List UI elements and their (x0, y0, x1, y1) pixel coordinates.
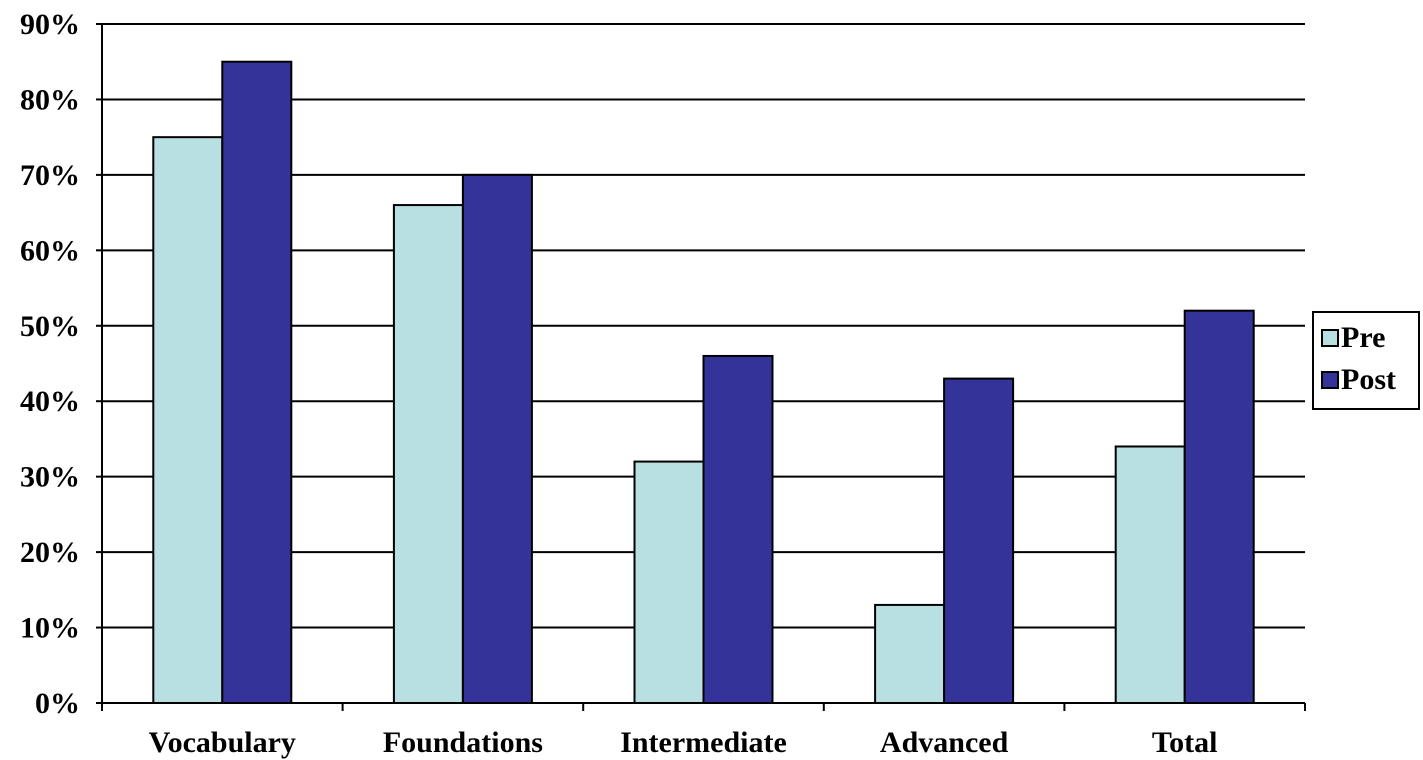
legend: Pre Post (1312, 311, 1420, 410)
y-tick-label: 20% (20, 536, 80, 569)
y-tick-label: 90% (20, 8, 80, 41)
x-category-label: Advanced (880, 726, 1009, 759)
y-tick-label: 10% (20, 612, 80, 645)
legend-swatch-post (1321, 371, 1339, 389)
bars (152, 60, 1255, 705)
y-tick-label: 80% (20, 83, 80, 116)
gridlines (102, 23, 1305, 629)
bar-post-total (1183, 309, 1255, 704)
legend-label-post: Post (1341, 363, 1396, 396)
y-tick-label: 70% (20, 159, 80, 192)
bar-pre-foundations (392, 204, 464, 704)
bar-post-intermediate (702, 354, 774, 704)
legend-box (1312, 311, 1420, 410)
bar-pre-total (1114, 445, 1186, 704)
y-axis-tick-labels: 0% 10% 20% 30% 40% 50% 60% 70% 80% 90% (20, 8, 80, 720)
bar-post-vocabulary (221, 60, 293, 704)
bar-pre-intermediate (633, 460, 705, 705)
bar-post-advanced (943, 377, 1015, 704)
bar-pre-advanced (874, 603, 946, 705)
x-category-label: Total (1152, 726, 1218, 759)
y-tick-label: 50% (20, 310, 80, 343)
axes (96, 23, 1306, 711)
y-tick-label: 30% (20, 461, 80, 494)
legend-swatch-pre (1321, 329, 1339, 347)
bar-pre-vocabulary (152, 136, 224, 704)
x-axis-category-labels: Vocabulary Foundations Intermediate Advance… (149, 726, 1218, 759)
y-tick-label: 0% (35, 687, 80, 720)
x-category-label: Vocabulary (149, 726, 296, 759)
x-category-label: Intermediate (620, 726, 787, 759)
bar-post-foundations (461, 173, 533, 704)
legend-label-pre: Pre (1341, 321, 1385, 354)
y-tick-label: 60% (20, 234, 80, 267)
y-tick-label: 40% (20, 385, 80, 418)
x-category-label: Foundations (383, 726, 543, 759)
